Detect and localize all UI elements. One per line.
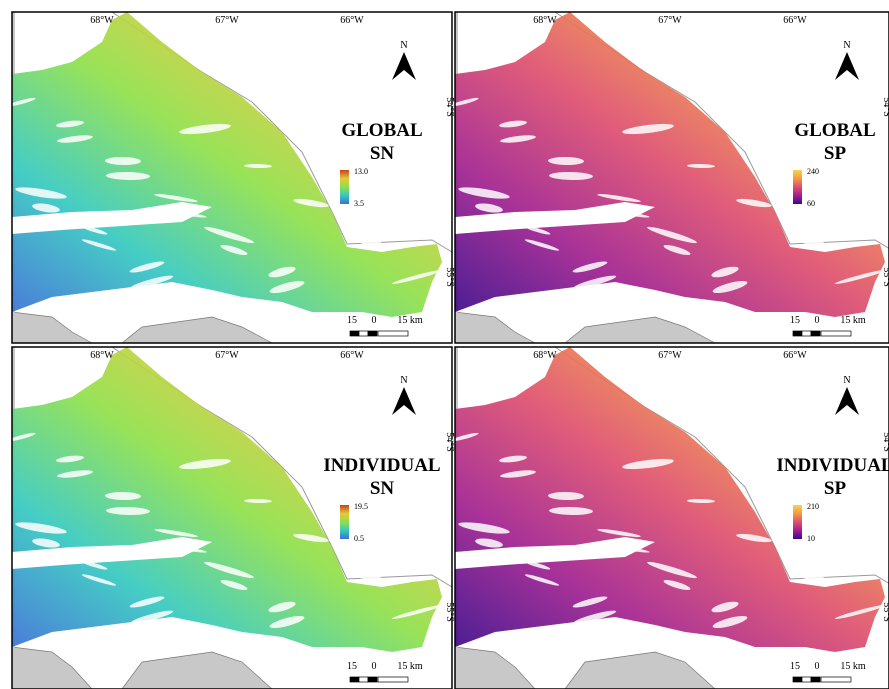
longitude-label: 67°W: [215, 15, 239, 26]
panel-title: SN: [370, 143, 395, 164]
longitude-label: 66°W: [340, 15, 364, 26]
scale-label: 0: [372, 661, 377, 672]
scale-label: 15: [790, 315, 800, 326]
scale-label: 15 km: [397, 661, 423, 672]
legend-min: 60: [807, 199, 815, 208]
legend-min: 0.5: [354, 534, 364, 543]
colorbar: [793, 505, 802, 539]
scale-label: 15 km: [840, 661, 866, 672]
longitude-label: 66°W: [783, 15, 807, 26]
longitude-label: 68°W: [90, 15, 114, 26]
scale-segment: [821, 331, 851, 336]
scale-segment: [793, 677, 802, 682]
colorbar: [793, 170, 802, 204]
north-label: N: [843, 375, 850, 386]
scale-label: 15: [790, 661, 800, 672]
scale-segment: [811, 677, 820, 682]
scale-label: 0: [372, 315, 377, 326]
latitude-label: 54°S: [881, 432, 889, 452]
map-panel: 68°W 67°W 66°W 54°S 55°S N INDIVIDUALSN19.5 0.5…: [8, 347, 455, 689]
colorbar: [340, 170, 349, 204]
legend-min: 3.5: [354, 199, 364, 208]
panel-title: GLOBAL: [341, 120, 422, 141]
legend-max: 13.0: [354, 167, 368, 176]
longitude-label: 66°W: [783, 350, 807, 361]
scale-segment: [378, 677, 408, 682]
north-label: N: [400, 40, 407, 51]
north-label: N: [400, 375, 407, 386]
panel-title: SP: [824, 478, 847, 499]
scale-label: 15: [347, 315, 357, 326]
legend-max: 19.5: [354, 502, 368, 511]
scale-segment: [378, 331, 408, 336]
latitude-label: 55°S: [881, 602, 889, 622]
map-figure: 68°W67°W66°W54°S55°SNGLOBALSN13.03.51501…: [0, 0, 889, 689]
map-panel: 68°W 67°W 66°W 54°S 55°S N INDIVIDUALSP 210 10 15…: [451, 347, 889, 689]
scale-segment: [350, 677, 359, 682]
latitude-label: 54°S: [444, 432, 455, 452]
legend-max: 210: [807, 502, 819, 511]
longitude-label: 66°W: [340, 350, 364, 361]
scale-segment: [350, 331, 359, 336]
latitude-label: 54°S: [444, 97, 455, 117]
scale-segment: [802, 677, 811, 682]
scale-segment: [368, 331, 377, 336]
scale-segment: [802, 331, 811, 336]
panel-title: INDIVIDUAL: [776, 455, 889, 476]
longitude-label: 68°W: [533, 15, 557, 26]
longitude-label: 67°W: [658, 15, 682, 26]
scale-label: 15: [347, 661, 357, 672]
scale-segment: [359, 677, 368, 682]
scale-label: 15 km: [397, 315, 423, 326]
scale-segment: [821, 677, 851, 682]
panel-title: SP: [824, 143, 847, 164]
panel-title: GLOBAL: [794, 120, 875, 141]
latitude-label: 54°S: [881, 97, 889, 117]
latitude-label: 55°S: [444, 602, 455, 622]
scale-segment: [359, 331, 368, 336]
colorbar: [340, 505, 349, 539]
scale-label: 0: [815, 661, 820, 672]
latitude-label: 55°S: [444, 267, 455, 287]
north-label: N: [843, 40, 850, 51]
latitude-label: 55°S: [881, 267, 889, 287]
legend-min: 10: [807, 534, 815, 543]
scale-label: 0: [815, 315, 820, 326]
longitude-label: 67°W: [658, 350, 682, 361]
map-panel: 68°W 67°W 66°W 54°S 55°S N GLOBALSN13.0 3.5 15 0 1…: [8, 12, 455, 343]
scale-segment: [793, 331, 802, 336]
scale-segment: [368, 677, 377, 682]
longitude-label: 67°W: [215, 350, 239, 361]
longitude-label: 68°W: [90, 350, 114, 361]
scale-label: 15 km: [840, 315, 866, 326]
scale-segment: [811, 331, 820, 336]
longitude-label: 68°W: [533, 350, 557, 361]
legend-max: 240: [807, 167, 819, 176]
panel-title: INDIVIDUAL: [323, 455, 440, 476]
panel-title: SN: [370, 478, 395, 499]
